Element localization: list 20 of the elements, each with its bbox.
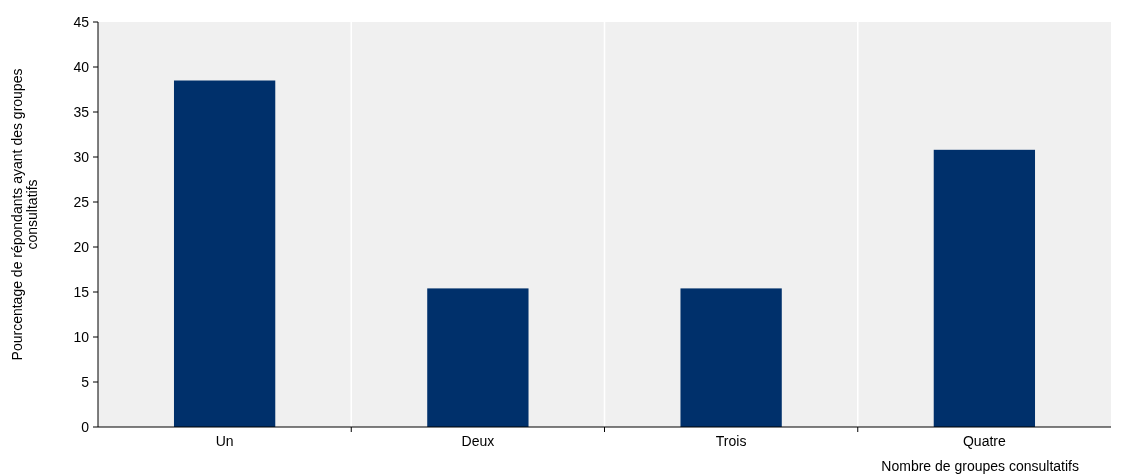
y-tick-label: 25 [73, 193, 90, 210]
bar [427, 288, 529, 427]
x-tick-label: Quatre [962, 433, 1006, 449]
y-tick-label: 20 [73, 238, 90, 255]
bar [173, 80, 276, 427]
y-tick-label: 15 [73, 283, 90, 300]
y-tick-label: 40 [73, 58, 90, 75]
y-tick-label: 5 [81, 373, 90, 390]
y-tick-label: 45 [73, 13, 90, 30]
x-tick-label: Un [215, 433, 234, 449]
y-tick-label: 0 [81, 418, 90, 435]
y-axis-title: Pourcentage de répondants ayant des groupes consultatifs [9, 68, 40, 361]
x-axis-title: Nombre de groupes consultatifs [881, 458, 1079, 474]
x-tick-label: Deux [461, 433, 495, 449]
bar [933, 149, 1036, 427]
y-tick-label: 30 [73, 148, 90, 165]
y-tick-label: 10 [73, 328, 90, 345]
x-tick-label: Trois [715, 433, 747, 449]
bar [680, 288, 782, 427]
y-tick-label: 35 [73, 103, 90, 120]
